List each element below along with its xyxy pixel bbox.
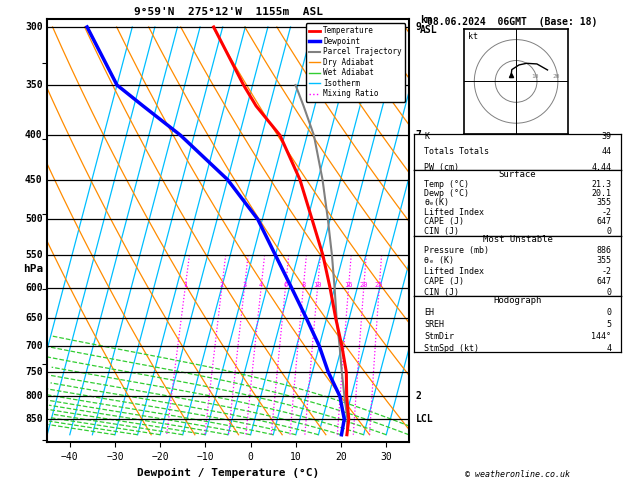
Text: 2: 2 [416, 391, 421, 401]
Text: CIN (J): CIN (J) [424, 226, 459, 236]
X-axis label: Dewpoint / Temperature (°C): Dewpoint / Temperature (°C) [137, 468, 319, 478]
Text: 600: 600 [25, 283, 43, 293]
Text: 800: 800 [25, 391, 43, 401]
Text: PW (cm): PW (cm) [424, 163, 459, 172]
Text: CAPE (J): CAPE (J) [424, 277, 464, 286]
Text: Mixing Ratio (g/kg): Mixing Ratio (g/kg) [440, 213, 450, 325]
Text: 350: 350 [25, 80, 43, 90]
Text: 44: 44 [601, 147, 611, 156]
Text: 750: 750 [25, 367, 43, 377]
Text: 39: 39 [601, 132, 611, 141]
Text: 1: 1 [183, 282, 187, 288]
Text: CAPE (J): CAPE (J) [424, 217, 464, 226]
Text: 355: 355 [596, 256, 611, 265]
Text: 550: 550 [25, 250, 43, 260]
Text: 9: 9 [416, 22, 421, 32]
Text: 3: 3 [416, 341, 421, 351]
Text: Dewp (°C): Dewp (°C) [424, 189, 469, 198]
Text: CIN (J): CIN (J) [424, 288, 459, 297]
Text: 450: 450 [25, 174, 43, 185]
Text: -2: -2 [601, 208, 611, 217]
Text: 647: 647 [596, 277, 611, 286]
Text: Totals Totals: Totals Totals [424, 147, 489, 156]
Text: 400: 400 [25, 130, 43, 140]
Text: 6: 6 [416, 214, 421, 225]
Text: 20.1: 20.1 [591, 189, 611, 198]
Legend: Temperature, Dewpoint, Parcel Trajectory, Dry Adiabat, Wet Adiabat, Isotherm, Mi: Temperature, Dewpoint, Parcel Trajectory… [306, 23, 405, 102]
Text: 3: 3 [242, 282, 247, 288]
Text: 4: 4 [416, 283, 421, 293]
Text: θₑ (K): θₑ (K) [424, 256, 454, 265]
Text: ASL: ASL [420, 24, 438, 35]
Text: StmSpd (kt): StmSpd (kt) [424, 344, 479, 353]
Text: θₑ(K): θₑ(K) [424, 198, 449, 208]
Text: 2: 2 [220, 282, 224, 288]
Text: 8: 8 [301, 282, 306, 288]
Text: 0: 0 [606, 288, 611, 297]
Text: 5: 5 [606, 320, 611, 329]
Title: 9°59'N  275°12'W  1155m  ASL: 9°59'N 275°12'W 1155m ASL [133, 7, 323, 17]
Text: 4.44: 4.44 [591, 163, 611, 172]
Text: 144°: 144° [591, 332, 611, 341]
Text: Lifted Index: Lifted Index [424, 267, 484, 276]
Text: km: km [420, 15, 432, 25]
Text: 10: 10 [531, 74, 538, 79]
Text: 650: 650 [25, 313, 43, 323]
Text: 355: 355 [596, 198, 611, 208]
Text: Temp (°C): Temp (°C) [424, 180, 469, 189]
Text: 886: 886 [596, 246, 611, 255]
Text: 0: 0 [606, 308, 611, 317]
Text: Most Unstable: Most Unstable [482, 235, 553, 244]
Text: EH: EH [424, 308, 434, 317]
Text: 10: 10 [313, 282, 322, 288]
Text: hPa: hPa [23, 263, 44, 274]
Text: Pressure (mb): Pressure (mb) [424, 246, 489, 255]
Text: 0: 0 [606, 226, 611, 236]
Text: Lifted Index: Lifted Index [424, 208, 484, 217]
Text: 20: 20 [360, 282, 368, 288]
Text: 647: 647 [596, 217, 611, 226]
Text: 21.3: 21.3 [591, 180, 611, 189]
Text: 08.06.2024  06GMT  (Base: 18): 08.06.2024 06GMT (Base: 18) [428, 17, 598, 27]
Text: 700: 700 [25, 341, 43, 351]
Text: 300: 300 [25, 22, 43, 32]
Text: 4: 4 [259, 282, 263, 288]
Text: 850: 850 [25, 414, 43, 424]
Text: Hodograph: Hodograph [494, 296, 542, 305]
Text: LCL: LCL [416, 414, 433, 424]
Text: 7: 7 [416, 130, 421, 140]
Text: © weatheronline.co.uk: © weatheronline.co.uk [465, 469, 570, 479]
Text: 25: 25 [375, 282, 384, 288]
Text: 500: 500 [25, 214, 43, 225]
Text: 4: 4 [606, 344, 611, 353]
Text: K: K [424, 132, 429, 141]
Text: -2: -2 [601, 267, 611, 276]
Text: 20: 20 [552, 74, 560, 79]
Text: Surface: Surface [499, 170, 537, 179]
Text: kt: kt [468, 32, 478, 41]
Text: 16: 16 [344, 282, 353, 288]
Text: SREH: SREH [424, 320, 444, 329]
Text: 6: 6 [283, 282, 287, 288]
Text: StmDir: StmDir [424, 332, 454, 341]
